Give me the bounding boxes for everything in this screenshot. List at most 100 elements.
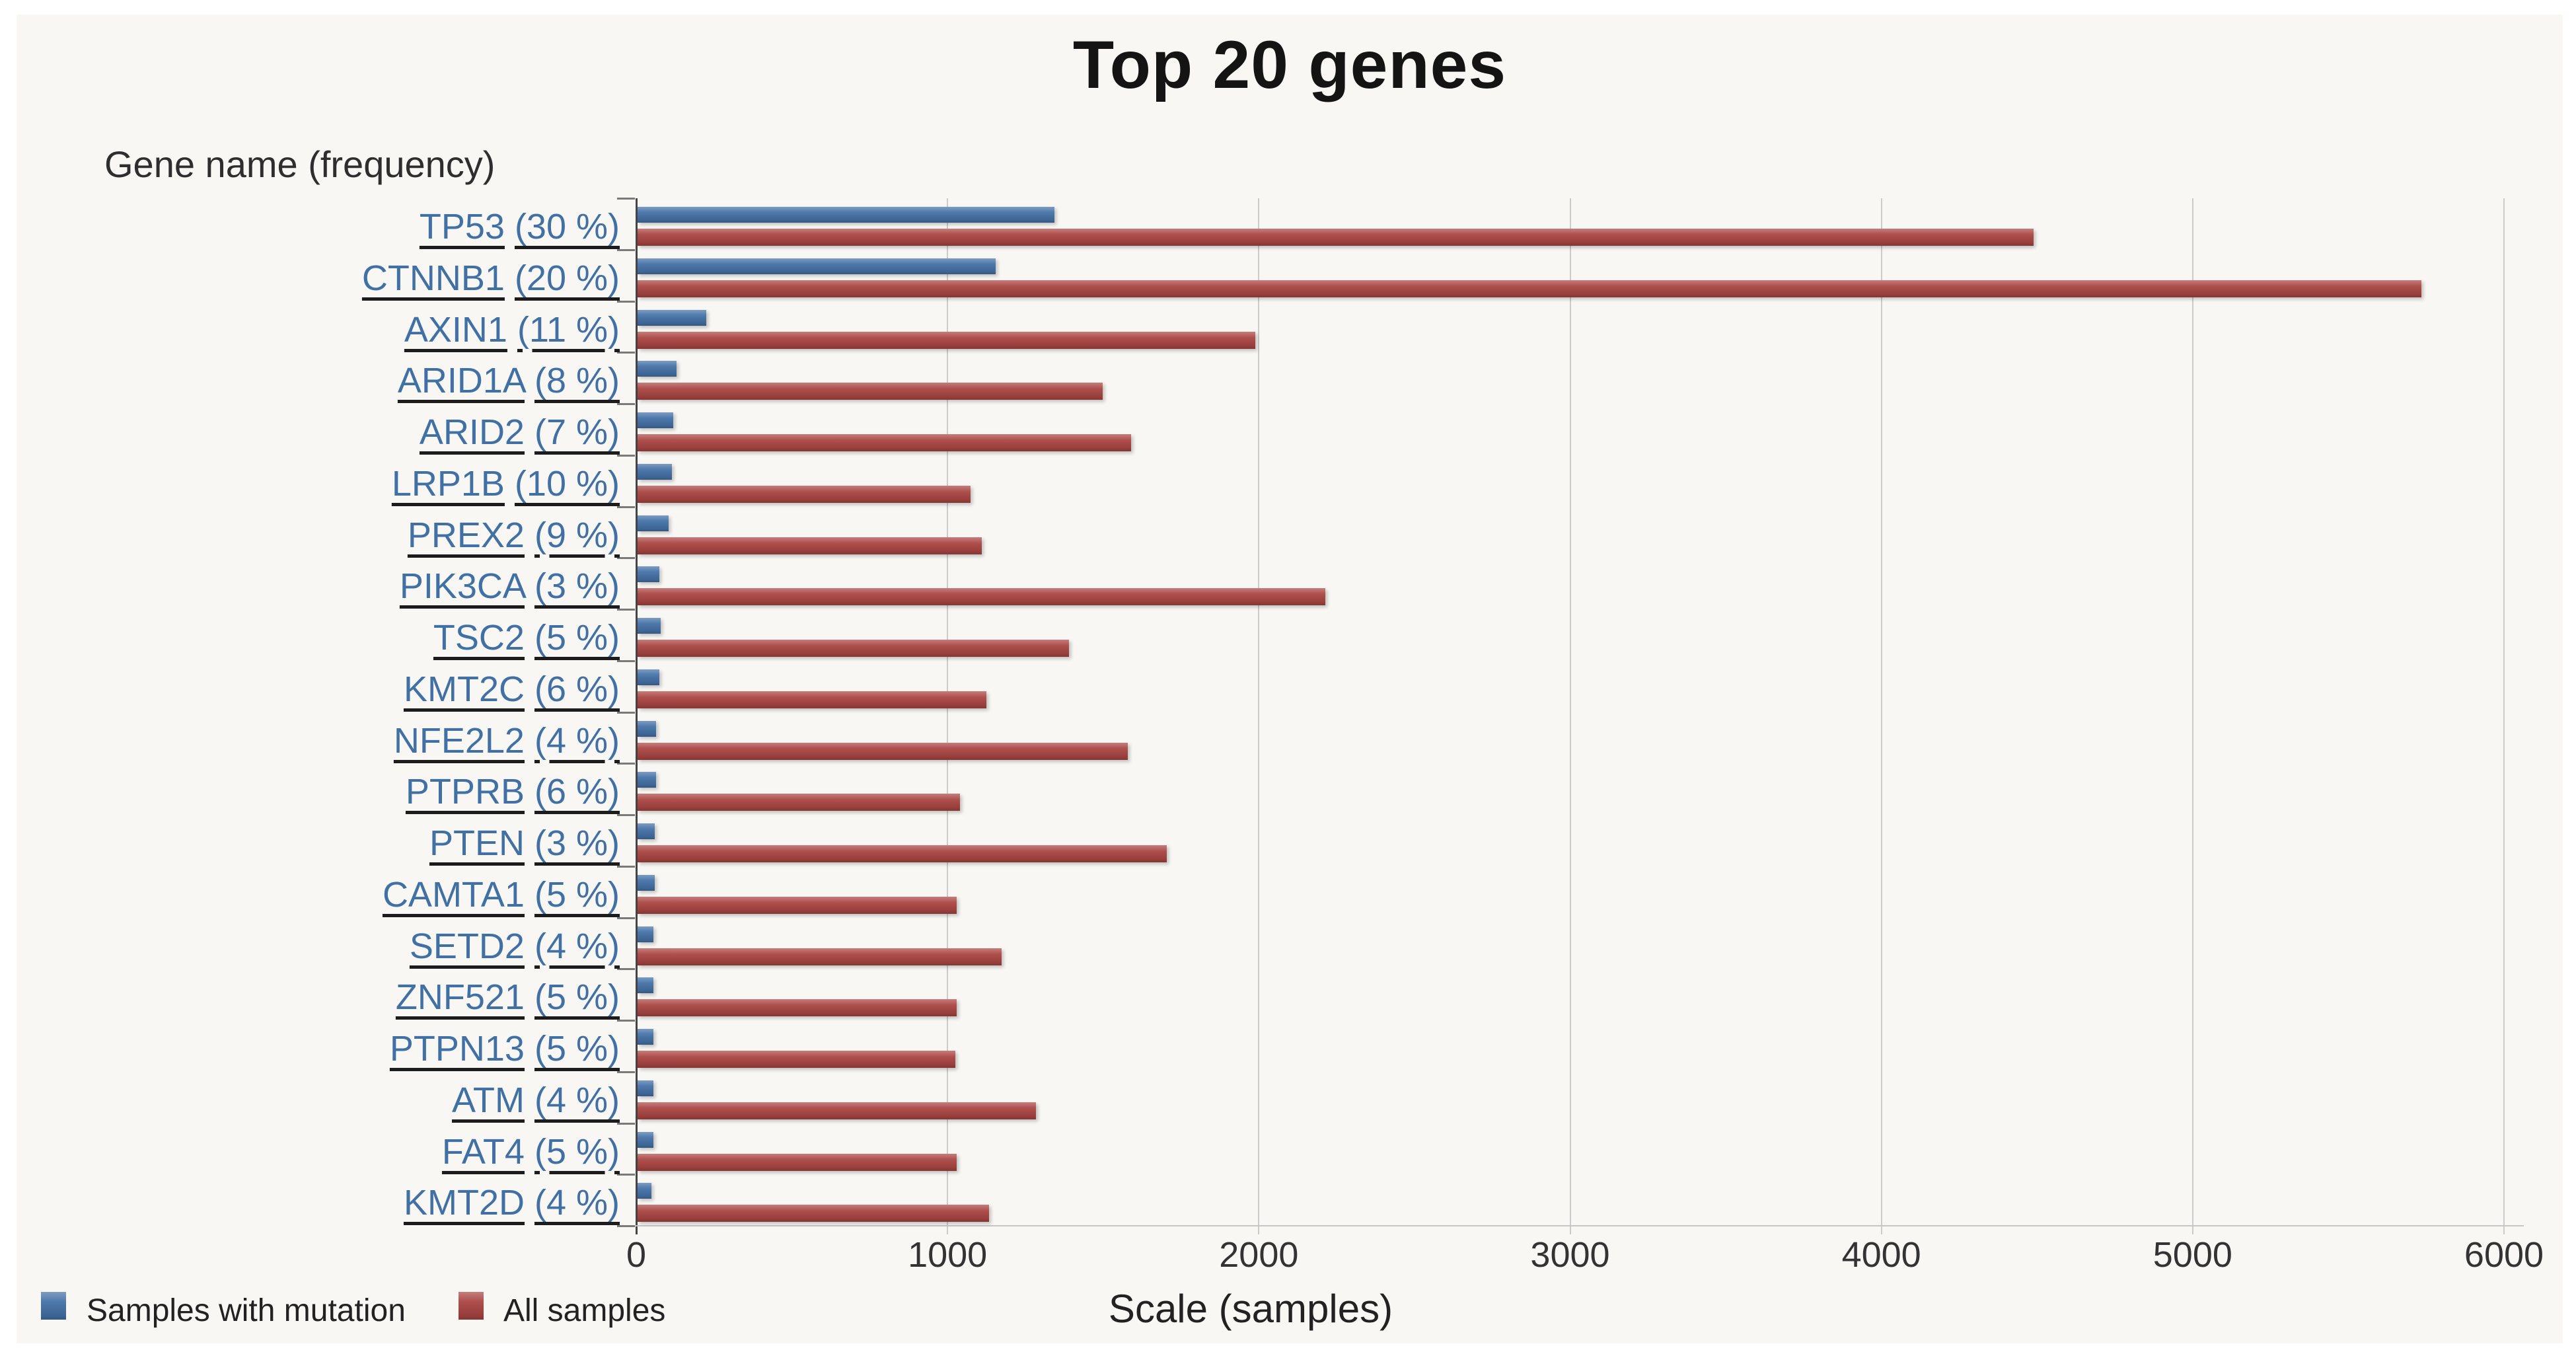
gene-name[interactable]: ATM bbox=[451, 1080, 525, 1120]
gene-link-PTPRB[interactable]: PTPRB (6 %) bbox=[406, 771, 620, 812]
gene-frequency[interactable]: (6 %) bbox=[534, 772, 620, 812]
bar-all-samples-NFE2L2[interactable] bbox=[638, 743, 1128, 760]
gene-link-PREX2[interactable]: PREX2 (9 %) bbox=[408, 515, 620, 556]
bar-samples-with-mutation-SETD2[interactable] bbox=[638, 926, 653, 942]
bar-all-samples-ZNF521[interactable] bbox=[638, 999, 957, 1016]
gene-name[interactable]: KMT2D bbox=[403, 1183, 525, 1223]
gene-link-LRP1B[interactable]: LRP1B (10 %) bbox=[392, 463, 620, 504]
bar-all-samples-LRP1B[interactable] bbox=[638, 486, 971, 503]
bar-all-samples-AXIN1[interactable] bbox=[638, 332, 1255, 349]
bar-samples-with-mutation-ATM[interactable] bbox=[638, 1080, 653, 1096]
gene-link-TSC2[interactable]: TSC2 (5 %) bbox=[433, 617, 620, 658]
gene-link-TP53[interactable]: TP53 (30 %) bbox=[420, 206, 620, 247]
gene-name[interactable]: TP53 bbox=[419, 207, 505, 246]
gene-link-PTEN[interactable]: PTEN (3 %) bbox=[429, 823, 620, 864]
gene-link-AXIN1[interactable]: AXIN1 (11 %) bbox=[404, 309, 620, 350]
gene-name[interactable]: LRP1B bbox=[391, 463, 505, 504]
bar-samples-with-mutation-ZNF521[interactable] bbox=[638, 977, 653, 993]
gene-link-KMT2D[interactable]: KMT2D (4 %) bbox=[404, 1182, 620, 1223]
gene-link-NFE2L2[interactable]: NFE2L2 (4 %) bbox=[394, 720, 620, 761]
bar-all-samples-PTPN13[interactable] bbox=[638, 1051, 955, 1068]
gene-link-FAT4[interactable]: FAT4 (5 %) bbox=[442, 1131, 620, 1172]
gene-link-PIK3CA[interactable]: PIK3CA (3 %) bbox=[400, 566, 620, 607]
gene-frequency[interactable]: (5 %) bbox=[534, 1029, 620, 1069]
bar-all-samples-ARID1A[interactable] bbox=[638, 383, 1103, 400]
gene-link-ATM[interactable]: ATM (4 %) bbox=[452, 1080, 620, 1121]
gene-link-ARID1A[interactable]: ARID1A (8 %) bbox=[398, 360, 620, 401]
gene-frequency[interactable]: (4 %) bbox=[534, 926, 620, 966]
gene-name[interactable]: CTNNB1 bbox=[361, 258, 505, 298]
bar-all-samples-FAT4[interactable] bbox=[638, 1154, 957, 1171]
bar-samples-with-mutation-ARID2[interactable] bbox=[638, 412, 673, 428]
bar-samples-with-mutation-PTEN[interactable] bbox=[638, 823, 655, 839]
gene-name[interactable]: PIK3CA bbox=[399, 566, 525, 607]
gene-frequency[interactable]: (4 %) bbox=[534, 1080, 620, 1120]
bar-samples-with-mutation-PIK3CA[interactable] bbox=[638, 566, 659, 582]
gene-link-PTPN13[interactable]: PTPN13 (5 %) bbox=[390, 1028, 620, 1069]
bar-samples-with-mutation-TP53[interactable] bbox=[638, 207, 1054, 223]
bar-all-samples-PTEN[interactable] bbox=[638, 845, 1167, 862]
bar-all-samples-PIK3CA[interactable] bbox=[638, 588, 1325, 605]
gene-frequency[interactable]: (9 %) bbox=[534, 515, 620, 555]
bar-all-samples-PREX2[interactable] bbox=[638, 537, 982, 554]
gene-link-CAMTA1[interactable]: CAMTA1 (5 %) bbox=[383, 874, 620, 915]
gene-frequency[interactable]: (11 %) bbox=[517, 309, 620, 350]
bar-samples-with-mutation-CTNNB1[interactable] bbox=[638, 258, 996, 274]
bar-all-samples-TP53[interactable] bbox=[638, 229, 2034, 246]
bar-samples-with-mutation-FAT4[interactable] bbox=[638, 1132, 653, 1148]
gene-frequency[interactable]: (8 %) bbox=[534, 361, 620, 401]
gene-link-CTNNB1[interactable]: CTNNB1 (20 %) bbox=[362, 258, 620, 299]
gene-link-ARID2[interactable]: ARID2 (7 %) bbox=[420, 412, 620, 453]
gene-frequency[interactable]: (5 %) bbox=[534, 977, 620, 1018]
gene-frequency[interactable]: (5 %) bbox=[534, 874, 620, 915]
gene-name[interactable]: ARID1A bbox=[397, 361, 525, 401]
gene-name[interactable]: CAMTA1 bbox=[382, 874, 525, 915]
bar-samples-with-mutation-PTPN13[interactable] bbox=[638, 1029, 653, 1045]
gene-link-ZNF521[interactable]: ZNF521 (5 %) bbox=[396, 977, 620, 1018]
gene-name[interactable]: PREX2 bbox=[407, 515, 525, 555]
bar-all-samples-KMT2C[interactable] bbox=[638, 691, 986, 708]
bar-samples-with-mutation-AXIN1[interactable] bbox=[638, 310, 706, 326]
bar-all-samples-CAMTA1[interactable] bbox=[638, 897, 957, 914]
bar-samples-with-mutation-CAMTA1[interactable] bbox=[638, 875, 655, 891]
gene-frequency[interactable]: (4 %) bbox=[534, 1183, 620, 1223]
gene-frequency[interactable]: (3 %) bbox=[534, 566, 620, 607]
gene-name[interactable]: PTPRB bbox=[405, 772, 525, 812]
bar-samples-with-mutation-LRP1B[interactable] bbox=[638, 464, 672, 480]
bar-all-samples-ATM[interactable] bbox=[638, 1102, 1036, 1119]
gene-name[interactable]: KMT2C bbox=[403, 669, 525, 709]
bar-samples-with-mutation-TSC2[interactable] bbox=[638, 618, 661, 634]
bar-samples-with-mutation-ARID1A[interactable] bbox=[638, 361, 677, 377]
gene-name[interactable]: NFE2L2 bbox=[393, 720, 525, 761]
gene-frequency[interactable]: (30 %) bbox=[514, 207, 620, 246]
gene-link-KMT2C[interactable]: KMT2C (6 %) bbox=[404, 669, 620, 710]
legend-label-all-samples[interactable]: All samples bbox=[503, 1293, 666, 1328]
gene-name[interactable]: PTPN13 bbox=[389, 1029, 525, 1069]
bar-samples-with-mutation-PTPRB[interactable] bbox=[638, 772, 656, 788]
bar-all-samples-SETD2[interactable] bbox=[638, 948, 1002, 965]
gene-frequency[interactable]: (7 %) bbox=[534, 412, 620, 452]
bar-all-samples-CTNNB1[interactable] bbox=[638, 280, 2421, 297]
gene-frequency[interactable]: (6 %) bbox=[534, 669, 620, 709]
gene-frequency[interactable]: (5 %) bbox=[534, 1131, 620, 1172]
bar-all-samples-ARID2[interactable] bbox=[638, 434, 1131, 451]
gene-frequency[interactable]: (20 %) bbox=[514, 258, 620, 298]
bar-samples-with-mutation-PREX2[interactable] bbox=[638, 515, 669, 531]
gene-frequency[interactable]: (5 %) bbox=[534, 618, 620, 658]
legend-label-samples-with-mutation[interactable]: Samples with mutation bbox=[87, 1293, 406, 1328]
bar-all-samples-KMT2D[interactable] bbox=[638, 1205, 989, 1222]
gene-link-SETD2[interactable]: SETD2 (4 %) bbox=[410, 926, 620, 967]
gene-name[interactable]: AXIN1 bbox=[404, 309, 507, 350]
gene-frequency[interactable]: (3 %) bbox=[534, 823, 620, 863]
bar-samples-with-mutation-NFE2L2[interactable] bbox=[638, 721, 656, 737]
gene-name[interactable]: ARID2 bbox=[419, 412, 525, 452]
gene-name[interactable]: ZNF521 bbox=[395, 977, 525, 1018]
legend-swatch-samples-with-mutation[interactable] bbox=[41, 1292, 66, 1320]
bar-all-samples-PTPRB[interactable] bbox=[638, 794, 960, 811]
bar-all-samples-TSC2[interactable] bbox=[638, 640, 1069, 657]
bar-samples-with-mutation-KMT2D[interactable] bbox=[638, 1183, 651, 1199]
gene-name[interactable]: SETD2 bbox=[409, 926, 525, 966]
gene-name[interactable]: FAT4 bbox=[441, 1131, 525, 1172]
gene-frequency[interactable]: (10 %) bbox=[514, 463, 620, 504]
gene-name[interactable]: PTEN bbox=[429, 823, 525, 863]
